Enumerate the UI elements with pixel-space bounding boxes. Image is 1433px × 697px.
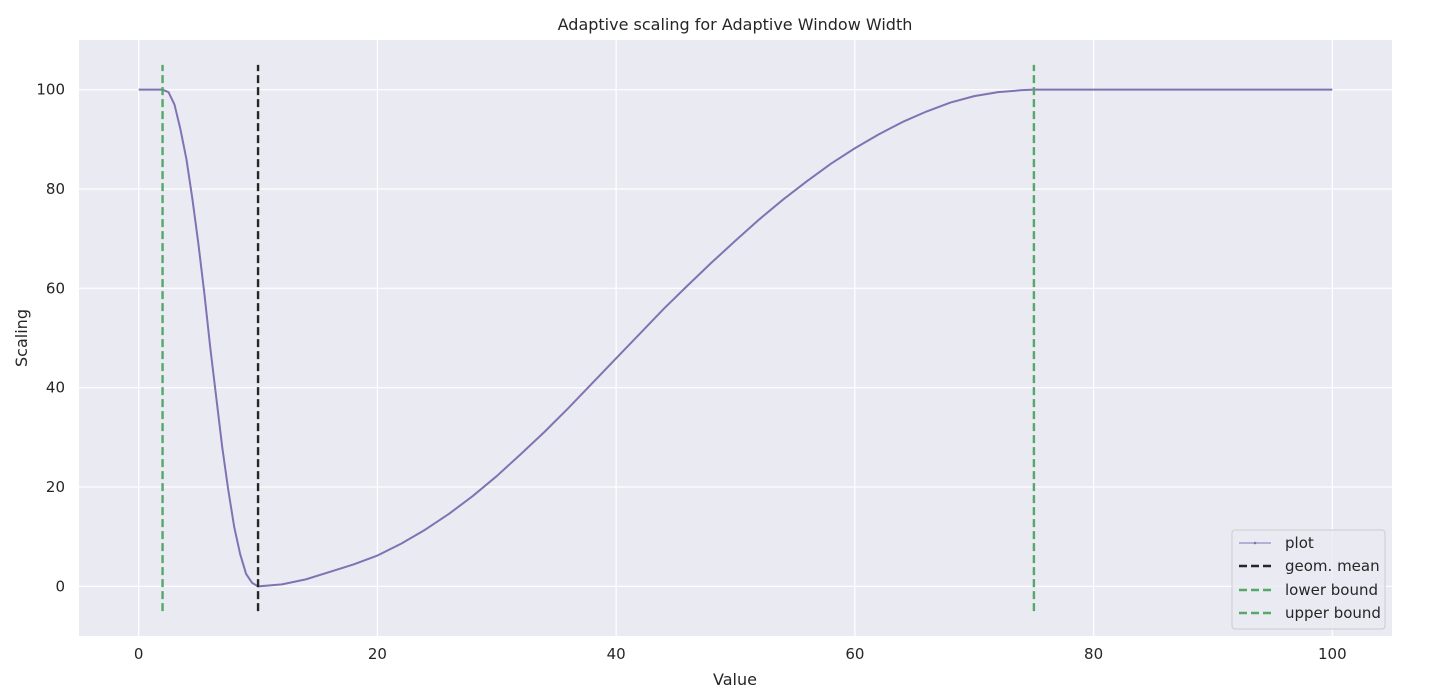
x-axis-ticks: 0 20 40 60 80 100 [134, 645, 1347, 663]
series-plot-line [138, 88, 1333, 588]
legend-marker-plot [1253, 541, 1257, 545]
y-axis-label: Scaling [12, 309, 31, 367]
y-tick-label: 100 [36, 81, 65, 99]
x-tick-label: 20 [368, 645, 387, 663]
y-tick-label: 20 [46, 478, 65, 496]
grid [79, 40, 1392, 636]
x-tick-label: 100 [1318, 645, 1347, 663]
y-tick-label: 0 [55, 577, 65, 595]
x-tick-label: 80 [1084, 645, 1103, 663]
x-tick-label: 0 [134, 645, 144, 663]
legend-label-upper-bound: upper bound [1285, 604, 1381, 622]
y-tick-label: 60 [46, 279, 65, 297]
legend-label-geom-mean: geom. mean [1285, 557, 1380, 575]
y-tick-label: 40 [46, 379, 65, 397]
x-tick-label: 40 [607, 645, 626, 663]
legend-label-lower-bound: lower bound [1285, 581, 1378, 599]
y-tick-label: 80 [46, 180, 65, 198]
plot-area [79, 40, 1392, 636]
legend-label-plot: plot [1285, 534, 1314, 552]
chart-title: Adaptive scaling for Adaptive Window Wid… [558, 15, 913, 34]
legend-box [1231, 529, 1386, 630]
legend: plot geom. mean lower bound upper bound [1231, 529, 1386, 630]
x-tick-label: 60 [845, 645, 864, 663]
x-axis-label: Value [713, 670, 757, 689]
y-axis-ticks: 0 20 40 60 80 100 [36, 81, 65, 596]
series-lines [138, 64, 1333, 612]
